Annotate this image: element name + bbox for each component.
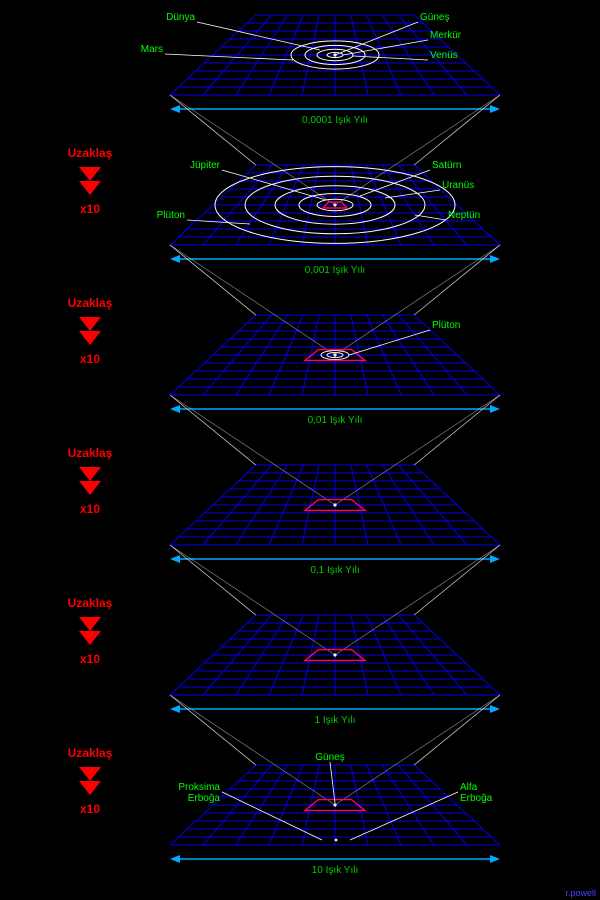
- svg-text:Dünya: Dünya: [166, 12, 195, 23]
- sun-point: [333, 653, 336, 656]
- svg-text:Venüs: Venüs: [430, 50, 458, 61]
- svg-text:Erboğa: Erboğa: [188, 793, 221, 804]
- svg-text:Neptün: Neptün: [448, 210, 480, 221]
- svg-text:Uzaklaş: Uzaklaş: [68, 746, 113, 760]
- svg-text:Merkür: Merkür: [430, 30, 462, 41]
- svg-text:Uzaklaş: Uzaklaş: [68, 596, 113, 610]
- svg-text:Erboğa: Erboğa: [460, 793, 493, 804]
- scale-label: 0,0001 Işık Yılı: [302, 115, 368, 126]
- sun-point: [333, 353, 336, 356]
- sun-point: [333, 203, 336, 206]
- svg-text:x10: x10: [80, 202, 100, 216]
- scale-label: 0,1 Işık Yılı: [310, 565, 359, 576]
- scale-label: 0,001 Işık Yılı: [305, 265, 365, 276]
- credit-text: r.powell: [565, 888, 596, 898]
- scale-label: 1 Işık Yılı: [315, 715, 356, 726]
- svg-text:x10: x10: [80, 352, 100, 366]
- svg-text:Plüton: Plüton: [157, 210, 185, 221]
- svg-text:Uzaklaş: Uzaklaş: [68, 296, 113, 310]
- scale-label: 0,01 Işık Yılı: [308, 415, 363, 426]
- svg-text:Güneş: Güneş: [315, 752, 344, 763]
- star-point: [335, 839, 338, 842]
- svg-text:Alfa: Alfa: [460, 782, 478, 793]
- sun-point: [333, 503, 336, 506]
- svg-text:Jüpiter: Jüpiter: [190, 160, 221, 171]
- scale-diagram: Dünya Mars Güneş Merkür Venüs 0,0001 Işık Yıl…: [0, 0, 600, 900]
- svg-text:Satürn: Satürn: [432, 160, 461, 171]
- svg-text:Proksima: Proksima: [178, 782, 220, 793]
- svg-text:Uzaklaş: Uzaklaş: [68, 446, 113, 460]
- svg-text:Plüton: Plüton: [432, 320, 460, 331]
- svg-text:Güneş: Güneş: [420, 12, 449, 23]
- svg-text:Uranüs: Uranüs: [442, 180, 474, 191]
- scale-label: 10 Işık Yılı: [312, 865, 359, 876]
- svg-text:x10: x10: [80, 652, 100, 666]
- svg-text:Mars: Mars: [141, 44, 163, 55]
- svg-text:x10: x10: [80, 502, 100, 516]
- svg-text:Uzaklaş: Uzaklaş: [68, 146, 113, 160]
- svg-text:x10: x10: [80, 802, 100, 816]
- sun-point: [333, 803, 336, 806]
